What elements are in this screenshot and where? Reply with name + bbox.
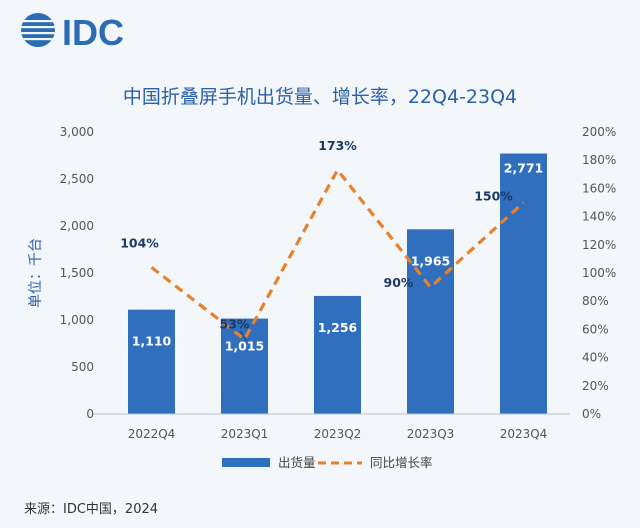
bar-labels: 1,110 1,015 1,256 1,965 2,771 (132, 161, 544, 354)
y2-tick-label: 40% (582, 351, 609, 365)
x-tick-label: 2023Q3 (407, 427, 455, 441)
growth-label-2023Q4: 150% (474, 189, 513, 204)
y-tick-label: 1,000 (60, 313, 94, 327)
growth-label-2022Q4: 104% (120, 235, 159, 250)
bar-label-2023Q3: 1,965 (411, 253, 451, 268)
growth-label-2023Q2: 173% (318, 138, 357, 153)
legend-label-growth: 同比增长率 (370, 455, 433, 470)
y2-tick-label: 140% (582, 210, 616, 224)
logo-text: IDC (62, 12, 124, 52)
legend-swatch-shipments (222, 458, 270, 467)
axes: 0 500 1,000 1,500 2,000 2,500 3,000 0% 20% 40% 60%… (28, 125, 616, 441)
growth-label-2023Q1: 53% (220, 316, 250, 331)
x-tick-label: 2023Q4 (500, 427, 548, 441)
growth-rate-line (150, 167, 525, 342)
bar-2023Q3 (407, 229, 454, 414)
x-tick-label: 2023Q1 (221, 427, 269, 441)
growth-label-2023Q3: 90% (384, 275, 414, 290)
legend: 出货量 同比增长率 (222, 455, 433, 470)
bar-label-2022Q4: 1,110 (132, 334, 172, 349)
bar-2023Q2 (314, 295, 361, 414)
bar-label-2023Q4: 2,771 (504, 161, 544, 176)
y2-tick-label: 80% (582, 294, 609, 308)
y-tick-label: 3,000 (60, 125, 94, 139)
legend-label-shipments: 出货量 (278, 455, 316, 470)
bar-label-2023Q1: 1,015 (225, 339, 265, 354)
growth-rate-labels: 104% 53% 173% 90% 150% (120, 138, 513, 342)
y-tick-label: 1,500 (60, 266, 94, 280)
idc-logo: IDC (21, 12, 124, 52)
x-tick-label: 2022Q4 (128, 427, 176, 441)
bar-series (128, 153, 547, 414)
source-note: 来源：IDC中国，2024 (24, 502, 159, 517)
chart-title: 中国折叠屏手机出货量、增长率，22Q4-23Q4 (123, 86, 517, 108)
y2-tick-label: 20% (582, 379, 609, 393)
y2-tick-label: 60% (582, 322, 609, 336)
y2-tick-label: 200% (582, 125, 616, 139)
growth-label-leader (240, 331, 247, 342)
y2-tick-label: 160% (582, 181, 616, 195)
bar-label-2023Q2: 1,256 (318, 320, 358, 335)
y-tick-label: 2,500 (60, 172, 94, 186)
bar-2022Q4 (128, 309, 175, 414)
bar-2023Q1 (221, 318, 268, 414)
y2-tick-label: 100% (582, 266, 616, 280)
bar-2023Q4 (500, 153, 547, 414)
y-tick-label: 500 (71, 360, 94, 374)
y-tick-label: 2,000 (60, 219, 94, 233)
y-axis-title: 单位：千台 (28, 238, 44, 308)
y-tick-label: 0 (86, 407, 94, 421)
y2-tick-label: 0% (582, 407, 601, 421)
y2-tick-label: 120% (582, 238, 616, 252)
x-tick-label: 2023Q2 (314, 427, 362, 441)
y2-tick-label: 180% (582, 153, 616, 167)
